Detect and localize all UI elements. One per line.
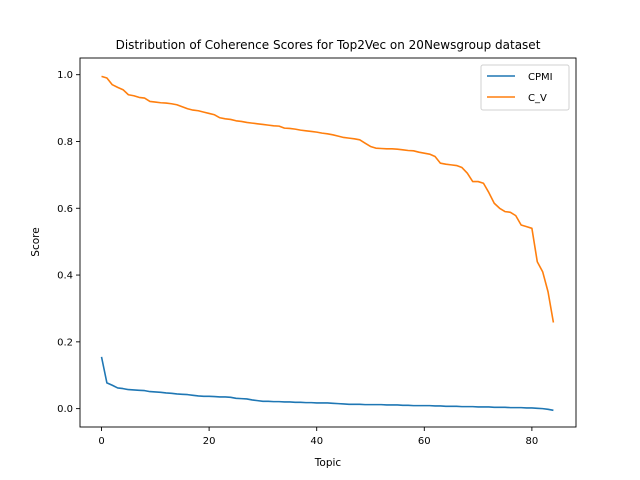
x-tick-label: 40 [310,436,323,447]
series-line-c-v [101,75,555,323]
y-tick-label: 0.2 [57,337,73,348]
legend: CPMI C_V [480,64,570,111]
y-axis-label: Score [30,227,42,256]
y-tick-label: 0.6 [57,204,73,215]
x-tick-label: 60 [418,436,431,447]
y-axis-ticks: 0.0 0.2 0.4 0.6 0.8 1.0 [57,70,80,415]
x-axis-label: Topic [314,457,342,469]
legend-box [480,64,570,111]
chart-title: Distribution of Coherence Scores for Top… [116,38,541,52]
y-tick-label: 1.0 [57,70,73,81]
x-tick-label: 0 [98,436,104,447]
x-tick-label: 80 [526,436,539,447]
y-tick-label: 0.0 [57,404,73,415]
legend-label-cpmi: CPMI [528,72,553,83]
x-axis-ticks: 0 20 40 60 80 [98,427,538,447]
y-tick-label: 0.8 [57,137,73,148]
plot-frame [79,57,577,428]
y-tick-label: 0.4 [57,271,73,282]
series-line-cpmi [100,356,554,412]
legend-label-c-v: C_V [528,93,547,104]
x-tick-label: 20 [203,436,216,447]
plot-series [100,75,555,412]
